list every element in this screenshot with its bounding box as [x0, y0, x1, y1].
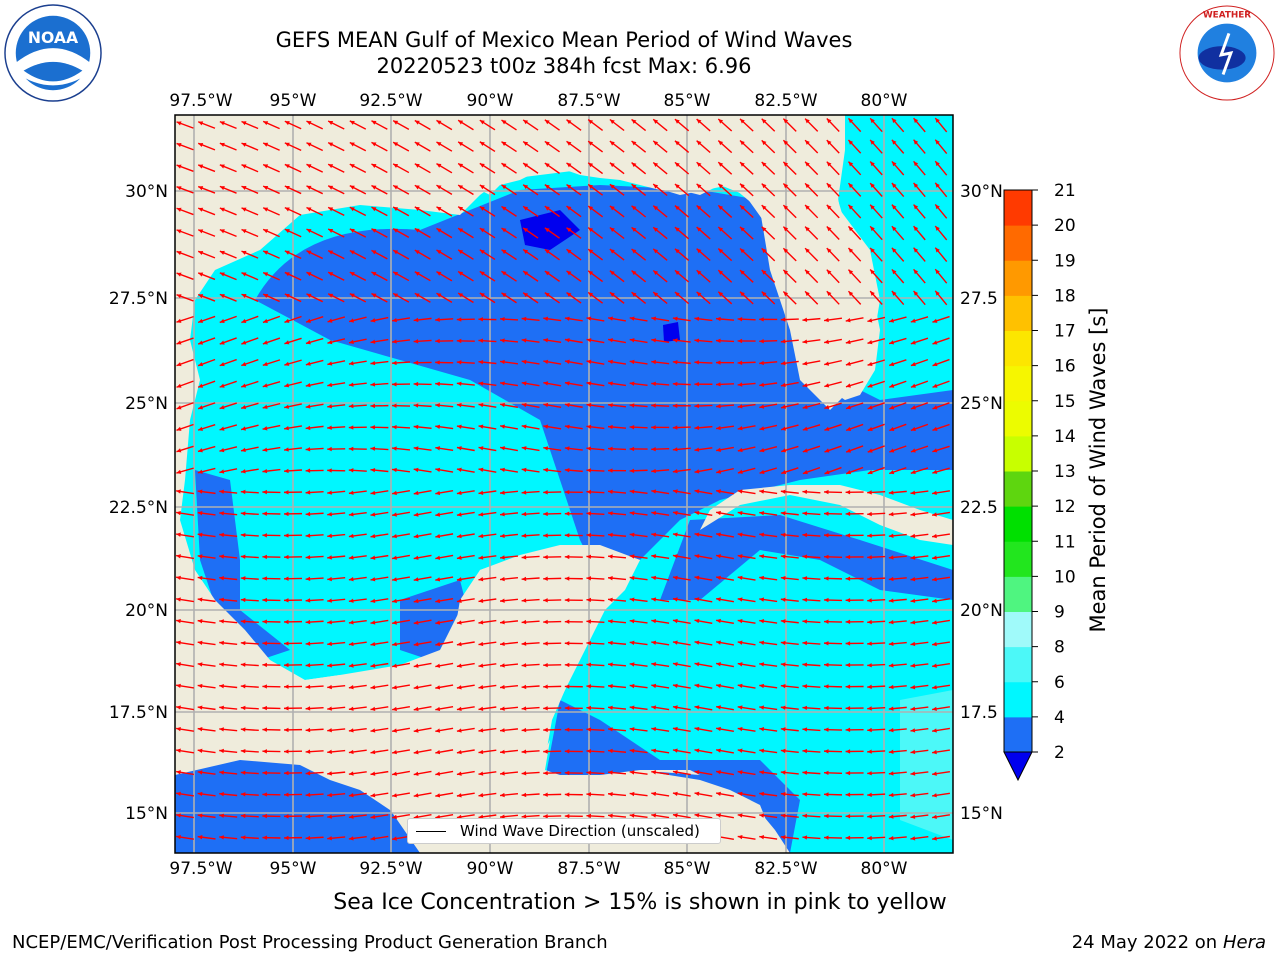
lon-tick-label: 95°W — [270, 859, 317, 879]
lon-tick-label: 85°W — [664, 859, 711, 879]
wave-zone-lt2 — [520, 210, 580, 250]
credit-line: NCEP/EMC/Verification Post Processing Pr… — [12, 932, 608, 953]
colorbar-tick-label: 4 — [1054, 708, 1065, 728]
colorbar-tick-label: 10 — [1054, 567, 1076, 587]
colorbar-tick-label: 20 — [1054, 216, 1076, 236]
lon-tick-label: 97.5°W — [169, 859, 232, 879]
colorbar-swatch — [1004, 471, 1032, 507]
host-name: Hera — [1222, 932, 1266, 953]
lat-tick-label: 15°N — [125, 804, 168, 824]
colorbar-tick-label: 8 — [1054, 638, 1065, 658]
noaa-logo-icon: NOAA — [4, 4, 102, 102]
colorbar-tick-label: 12 — [1054, 497, 1076, 517]
wave-zone-6-8 — [900, 690, 953, 840]
lat-tick-label: 22.5°N — [109, 498, 168, 518]
lat-tick-label: 20°N — [125, 601, 168, 621]
colorbar-tick-label: 16 — [1054, 357, 1076, 377]
lat-ticks-right: 30°N 27.5 25°N 22.5 20°N 17.5 15°N — [960, 182, 1003, 824]
colorbar-swatch — [1004, 435, 1032, 472]
map-legend: Wind Wave Direction (unscaled) — [407, 818, 721, 844]
lat-tick-label: 20°N — [960, 601, 1003, 621]
wave-zone-4-6 — [840, 115, 953, 190]
svg-text:WEATHER: WEATHER — [1203, 11, 1251, 21]
colorbar-swatch — [1004, 541, 1032, 577]
legend-label: Wind Wave Direction (unscaled) — [460, 822, 700, 840]
nws-logo-icon: WEATHER — [1179, 5, 1275, 101]
lat-tick-label: 30°N — [125, 182, 168, 202]
colorbar-tick-label: 19 — [1054, 251, 1076, 271]
colorbar-swatch — [1004, 611, 1032, 648]
svg-text:NOAA: NOAA — [28, 28, 79, 47]
date-text: 24 May 2022 on — [1071, 932, 1218, 953]
colorbar-swatch — [1004, 716, 1032, 753]
colorbar-tick-label: 17 — [1054, 322, 1076, 342]
colorbar-title: Mean Period of Wind Waves [s] — [1086, 307, 1110, 633]
chart-title: GEFS MEAN Gulf of Mexico Mean Period of … — [275, 28, 853, 52]
florida-land — [475, 115, 880, 400]
lon-tick-label: 82.5°W — [754, 91, 817, 111]
lat-tick-label: 17.5°N — [109, 703, 168, 723]
colorbar-swatch — [1004, 646, 1032, 683]
colorbar-under-triangle — [1003, 751, 1033, 782]
lat-tick-label: 17.5 — [960, 703, 998, 723]
lat-tick-label: 25°N — [960, 394, 1003, 414]
lat-tick-label: 27.5°N — [109, 289, 168, 309]
lat-tick-label: 27.5 — [960, 289, 998, 309]
lon-tick-label: 80°W — [861, 859, 908, 879]
lon-tick-label: 87.5°W — [557, 859, 620, 879]
pacific-sea — [175, 755, 420, 853]
lon-ticks-bottom: 97.5°W 95°W 92.5°W 90°W 87.5°W 85°W 82.5°W 80°W — [169, 859, 907, 879]
lat-ticks-left: 30°N 27.5°N 25°N 22.5°N 20°N 17.5°N 15°N — [109, 182, 168, 824]
colorbar-swatch — [1004, 400, 1032, 437]
colorbar-swatch — [1004, 225, 1032, 261]
lon-tick-label: 90°W — [467, 91, 514, 111]
colorbar: 2 4 6 8 9 10 11 12 13 14 15 16 17 18 19 20 21 — [1003, 181, 1076, 782]
colorbar-swatch — [1004, 330, 1032, 367]
lon-tick-label: 80°W — [861, 91, 908, 111]
colorbar-tick-label: 14 — [1054, 427, 1076, 447]
colorbar-swatch — [1004, 190, 1032, 226]
lat-tick-label: 15°N — [960, 804, 1003, 824]
colorbar-tick-label: 15 — [1054, 392, 1076, 412]
lat-tick-label: 25°N — [125, 394, 168, 414]
lon-tick-label: 95°W — [270, 91, 317, 111]
lat-tick-label: 22.5 — [960, 498, 998, 518]
lon-tick-label: 92.5°W — [359, 91, 422, 111]
lat-tick-label: 30°N — [960, 182, 1003, 202]
lon-tick-label: 82.5°W — [754, 859, 817, 879]
colorbar-swatch — [1004, 295, 1032, 331]
sea-ice-note: Sea Ice Concentration > 15% is shown in … — [333, 890, 947, 915]
colorbar-tick-label: 18 — [1054, 286, 1076, 306]
date-line: 24 May 2022 on Hera — [1072, 932, 1266, 953]
yucatan-land — [300, 546, 640, 775]
cuba-land — [700, 485, 953, 545]
lon-tick-label: 97.5°W — [169, 91, 232, 111]
legend-line-icon — [416, 830, 446, 832]
colorbar-tick-label: 11 — [1054, 532, 1076, 552]
lon-tick-label: 85°W — [664, 91, 711, 111]
colorbar-tick-label: 6 — [1054, 673, 1065, 693]
lon-tick-label: 92.5°W — [359, 859, 422, 879]
lon-ticks-top: 97.5°W 95°W 92.5°W 90°W 87.5°W 85°W 82.5°W 80°W — [169, 91, 907, 111]
colorbar-tick-label: 13 — [1054, 462, 1076, 482]
colorbar-swatch — [1004, 260, 1032, 296]
lon-tick-label: 87.5°W — [557, 91, 620, 111]
colorbar-tick-label: 21 — [1054, 181, 1076, 201]
map-frame — [174, 114, 954, 854]
lon-tick-label: 90°W — [467, 859, 514, 879]
colorbar-tick-label: 2 — [1054, 743, 1065, 763]
central-america-land — [175, 670, 790, 853]
chart-subtitle: 20220523 t00z 384h fcst Max: 6.96 — [376, 54, 752, 78]
graticule — [175, 115, 953, 853]
wave-zone-lt2 — [663, 322, 680, 342]
colorbar-swatch — [1004, 576, 1032, 612]
wind-wave-arrows — [175, 117, 951, 841]
colorbar-swatch — [1004, 506, 1032, 542]
colorbar-swatch — [1004, 681, 1032, 718]
colorbar-tick-label: 9 — [1054, 603, 1065, 623]
colorbar-swatch — [1004, 365, 1032, 402]
